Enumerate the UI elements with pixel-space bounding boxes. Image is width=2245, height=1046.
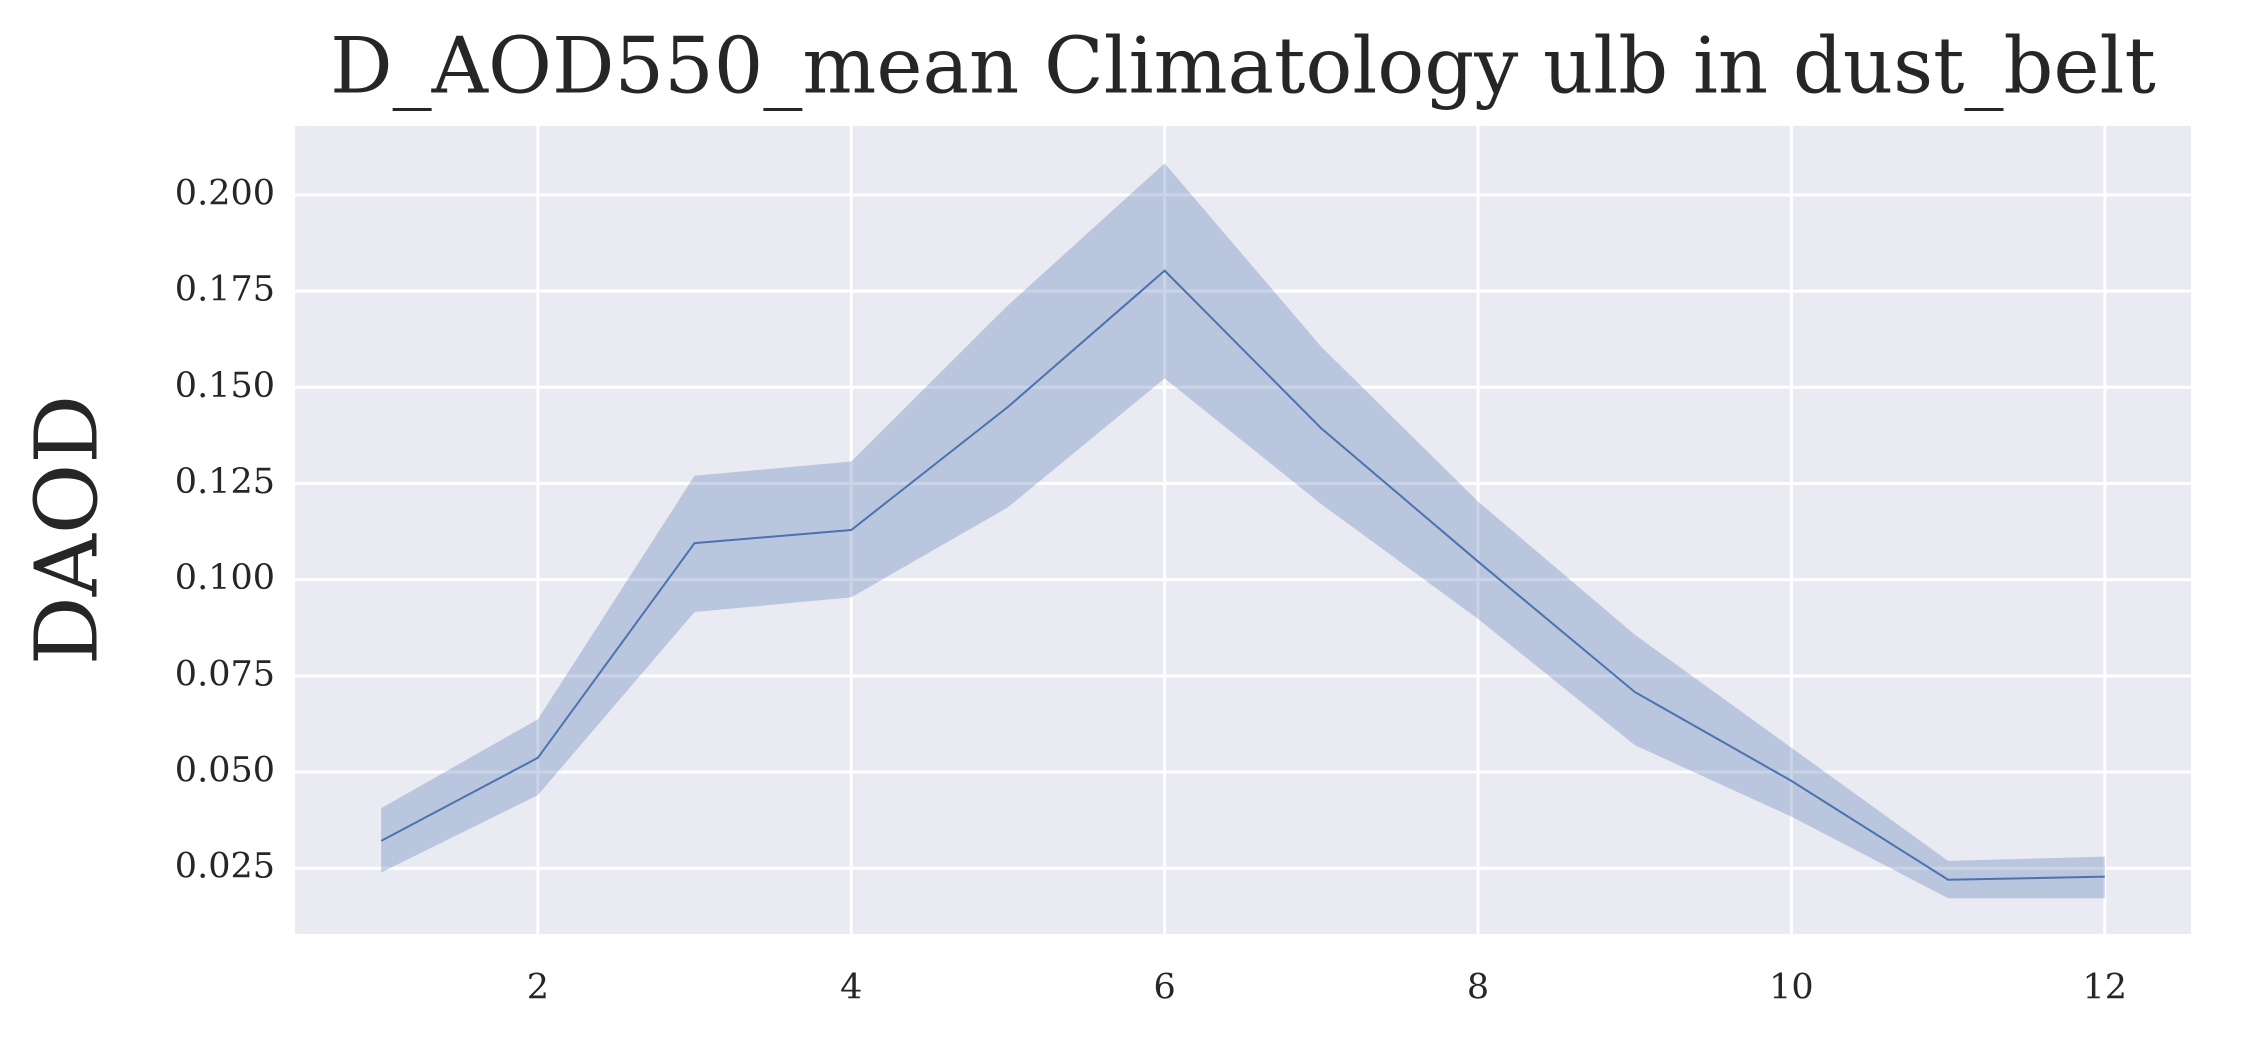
mean-line bbox=[380, 269, 2105, 881]
y-tick-label: 0.100 bbox=[175, 558, 275, 598]
x-tick-label: 2 bbox=[527, 968, 549, 1008]
y-axis-label: DAOD bbox=[18, 395, 118, 666]
y-tick-label: 0.075 bbox=[175, 654, 275, 694]
y-tick-label: 0.150 bbox=[175, 366, 275, 406]
x-tick-label: 8 bbox=[1467, 968, 1489, 1008]
x-tick-label: 4 bbox=[840, 968, 862, 1008]
x-tick-label: 10 bbox=[1769, 968, 1814, 1008]
y-tick-label: 0.200 bbox=[175, 173, 275, 213]
y-tick-label: 0.125 bbox=[175, 462, 275, 502]
y-tick-label: 0.025 bbox=[175, 847, 275, 887]
y-tick-label: 0.050 bbox=[175, 751, 275, 791]
y-tick-label: 0.175 bbox=[175, 270, 275, 310]
plot-background bbox=[295, 126, 2191, 934]
x-tick-label: 12 bbox=[2083, 968, 2128, 1008]
chart-title: D_AOD550_mean Climatology ulb in dust_be… bbox=[330, 22, 2156, 112]
x-tick-label: 6 bbox=[1154, 968, 1176, 1008]
